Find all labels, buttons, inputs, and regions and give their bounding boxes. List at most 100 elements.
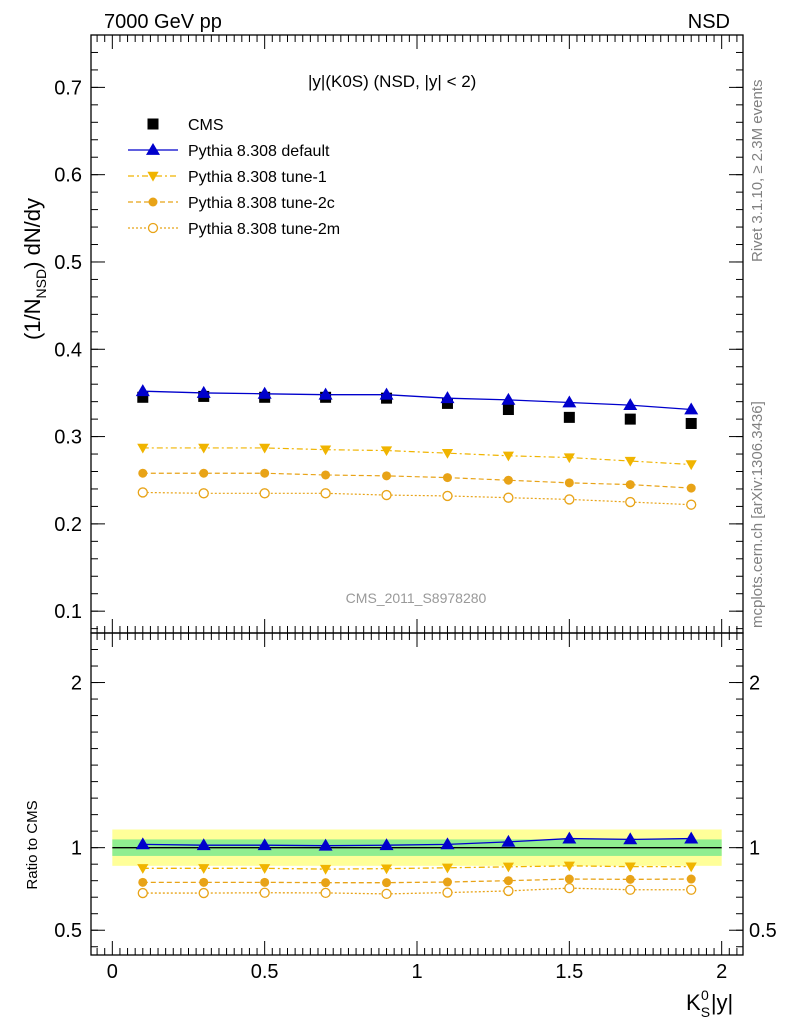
data-point <box>685 417 697 429</box>
main-ytick-label: 0.2 <box>54 514 82 536</box>
data-point <box>198 488 209 499</box>
data-point <box>137 443 149 454</box>
data-point <box>503 475 513 485</box>
data-point <box>625 480 635 490</box>
data-point <box>259 443 271 454</box>
ratio-point <box>257 838 272 851</box>
main-ytick-label: 0.3 <box>54 427 82 449</box>
watermark: CMS_2011_S8978280 <box>346 590 487 606</box>
ratio-y-axis-label: Ratio to CMS <box>24 800 41 889</box>
data-point <box>259 488 270 499</box>
ratio-point <box>138 877 148 887</box>
ratio-point <box>198 864 210 874</box>
legend-marker <box>147 171 159 182</box>
ratio-point <box>624 862 636 873</box>
data-point <box>319 445 332 456</box>
ratio-point <box>320 887 331 899</box>
data-point <box>320 488 331 499</box>
data-point <box>442 473 452 483</box>
data-point <box>563 453 575 464</box>
x-tick-label: 1 <box>411 961 422 983</box>
data-point <box>442 490 453 502</box>
data-point <box>318 387 333 400</box>
data-point <box>135 384 150 397</box>
x-axis-label: KS0|y| <box>686 987 733 1020</box>
x-tick-label: 1.5 <box>555 961 583 983</box>
ratio-point <box>502 862 515 873</box>
series-line <box>142 491 692 506</box>
data-point <box>686 499 697 510</box>
series-line <box>142 390 692 411</box>
ratio-point <box>259 887 270 898</box>
legend-marker <box>147 118 159 130</box>
ratio-point <box>625 874 635 884</box>
data-point <box>562 395 577 408</box>
x-tick-label: 0 <box>107 961 118 983</box>
data-point <box>502 404 514 416</box>
ratio-point <box>686 874 696 884</box>
ratio-point <box>440 837 455 850</box>
data-point <box>684 402 699 415</box>
ratio-point <box>318 838 333 851</box>
data-point <box>257 386 272 399</box>
data-point <box>564 494 575 505</box>
ratio-point <box>319 864 332 875</box>
ratio-point <box>259 864 271 874</box>
data-point <box>441 397 453 409</box>
legend-label: CMS <box>188 117 224 134</box>
ratio-ytick-label-right: 1 <box>749 838 760 860</box>
legend-marker <box>146 143 160 155</box>
main-ytick-label: 0.5 <box>54 252 82 274</box>
main-ytick-label: 0.4 <box>54 339 82 361</box>
ratio-point <box>321 878 331 888</box>
data-point <box>382 471 392 481</box>
ratio-point <box>442 877 452 887</box>
ratio-point <box>379 838 394 851</box>
data-point <box>379 387 394 400</box>
legend-label: Pythia 8.308 default <box>188 143 330 160</box>
side-text-bottom: mcplots.cern.ch [arXiv:1306.3436] <box>749 401 766 628</box>
ratio-point <box>562 831 577 844</box>
ratio-point <box>564 882 575 894</box>
header-left: 7000 GeV pp <box>104 11 222 33</box>
legend-marker <box>148 197 158 207</box>
side-text-top: Rivet 3.1.10, ≥ 2.3M events <box>749 80 766 263</box>
data-point <box>440 391 455 404</box>
main-ytick-label: 0.7 <box>54 77 82 99</box>
main-ytick-label: 0.1 <box>54 601 82 623</box>
ratio-point <box>135 837 150 850</box>
main-ytick-label: 0.6 <box>54 165 82 187</box>
ratio-frame <box>90 632 744 956</box>
ratio-point <box>260 877 270 887</box>
chart-title: |y|(K0S) (NSD, |y| < 2) <box>308 72 476 91</box>
ratio-point <box>381 888 392 900</box>
ratio-line <box>142 887 692 895</box>
legend-label: Pythia 8.308 tune-2m <box>188 221 340 238</box>
ratio-line <box>142 837 692 847</box>
data-point <box>503 492 514 503</box>
ratio-ytick-label: 1 <box>71 838 82 860</box>
ratio-point <box>625 884 636 895</box>
ratio-point <box>563 861 575 872</box>
data-point <box>686 483 696 493</box>
data-point <box>137 391 149 403</box>
ratio-point <box>684 831 699 844</box>
data-point <box>199 468 209 478</box>
series-line <box>142 447 692 466</box>
ratio-point <box>503 876 513 886</box>
data-point <box>563 411 575 423</box>
ratio-panel: 0.5 0.5 1 1 2 2 0 0.5 1 1.5 2 Ratio to CMS KS0|y| <box>24 632 777 1020</box>
legend-label: Pythia 8.308 tune-1 <box>188 169 327 186</box>
data-point <box>624 413 636 425</box>
x-tick-label: 0.5 <box>251 961 279 983</box>
x-tick-label: 2 <box>716 961 727 983</box>
data-point <box>501 392 516 405</box>
data-point <box>138 468 148 478</box>
ratio-point <box>686 884 697 895</box>
data-point <box>260 468 270 478</box>
ratio-point <box>380 864 393 875</box>
y-axis-label: (1/NNSD) dN/dy <box>20 198 49 340</box>
legend-marker <box>147 222 159 234</box>
data-point <box>381 489 392 501</box>
main-panel: 0.1 0.2 0.3 0.4 0.5 0.6 0.7 |y|(K0S) (NSD, |y| … <box>20 34 744 634</box>
